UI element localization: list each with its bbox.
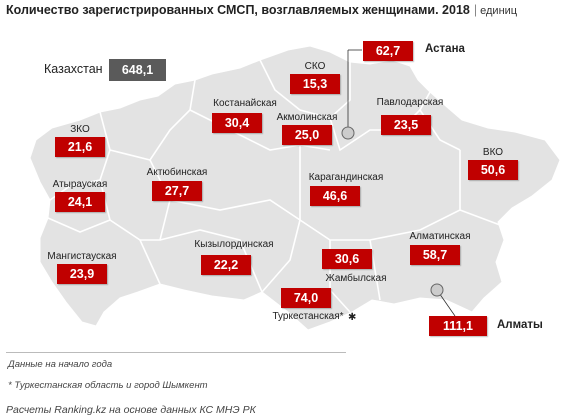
region-value-sko: 15,3 — [290, 74, 340, 94]
region-value-mangystau: 23,9 — [57, 264, 107, 284]
city-value-almaty: 111,1 — [429, 316, 487, 336]
region-label-zhambyl: Жамбылская — [325, 273, 387, 284]
region-label-zko: ЗКО — [70, 124, 90, 135]
turkestan-asterisk: ✱ — [348, 312, 356, 323]
kazakhstan-label: Казахстан — [44, 62, 103, 76]
region-value-zhambyl: 30,6 — [322, 249, 372, 269]
region-label-turkestan: Туркестанская* — [272, 311, 344, 322]
region-label-mangystau: Мангистауская — [47, 251, 117, 262]
region-label-almaty-region: Алматинская — [409, 231, 471, 242]
region-label-vko: ВКО — [482, 147, 504, 158]
astana-marker — [341, 126, 355, 140]
city-value-astana: 62,7 — [363, 41, 413, 61]
region-label-pavlodar: Павлодарская — [376, 97, 444, 108]
note-turkestan: * Туркестанская область и город Шымкент — [8, 380, 208, 391]
region-label-aktobe: Актюбинская — [146, 167, 208, 178]
region-label-kostanay: Костанайская — [213, 98, 277, 109]
chart-title: Количество зарегистрированных СМСП, возг… — [6, 3, 517, 17]
region-value-kostanay: 30,4 — [212, 113, 262, 133]
note-data-date: Данные на начало года — [8, 359, 113, 370]
kazakhstan-value: 648,1 — [109, 59, 166, 81]
region-value-kyzylorda: 22,2 — [201, 255, 251, 275]
title-text: Количество зарегистрированных СМСП, возг… — [6, 3, 470, 17]
region-label-atyrau: Атырауская — [52, 179, 108, 190]
region-label-sko: СКО — [304, 61, 326, 72]
region-value-vko: 50,6 — [468, 160, 518, 180]
region-value-aktobe: 27,7 — [152, 181, 202, 201]
region-label-akmola: Акмолинская — [276, 112, 338, 123]
region-value-zko: 21,6 — [55, 137, 105, 157]
region-label-karaganda: Карагандинская — [308, 172, 384, 183]
city-label-almaty: Алматы — [497, 319, 543, 331]
footer-divider — [6, 352, 346, 353]
region-label-kyzylorda: Кызылординская — [194, 239, 274, 250]
almaty-marker — [430, 283, 444, 297]
region-value-karaganda: 46,6 — [310, 186, 360, 206]
title-separator: | — [473, 3, 478, 17]
region-value-almaty-region: 58,7 — [410, 245, 460, 265]
source-note: Расчеты Ranking.kz на основе данных КС М… — [6, 404, 256, 416]
region-value-turkestan: 74,0 — [281, 288, 331, 308]
unit-label: единиц — [480, 5, 518, 17]
region-value-akmola: 25,0 — [282, 125, 332, 145]
region-value-atyrau: 24,1 — [55, 192, 105, 212]
region-value-pavlodar: 23,5 — [381, 115, 431, 135]
city-label-astana: Астана — [425, 43, 465, 55]
